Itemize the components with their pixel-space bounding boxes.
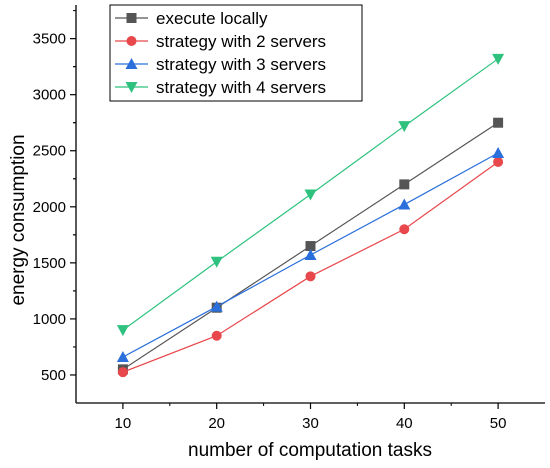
data-point-s2-5	[493, 156, 504, 167]
legend-label-4: strategy with 4 servers	[156, 78, 326, 97]
legend-label-3: strategy with 3 servers	[156, 55, 326, 74]
data-point-s3-5	[492, 146, 505, 158]
data-point-s4-3	[304, 189, 317, 201]
plot-area	[116, 53, 505, 378]
legend-box	[109, 4, 363, 102]
data-point-s1-5	[493, 117, 504, 128]
data-point-s2-3	[305, 271, 316, 282]
data-point-s3-3	[304, 249, 317, 261]
legend-marker-2	[126, 36, 137, 46]
x-tick-label: 30	[302, 415, 319, 432]
y-tick-label: 500	[41, 367, 66, 384]
data-point-s4-1	[116, 325, 129, 337]
y-tick-label: 1500	[33, 255, 66, 272]
legend-marker-3	[125, 58, 138, 69]
legend-marker-4	[125, 82, 138, 93]
x-tick-label: 40	[396, 415, 413, 432]
x-tick-label: 20	[208, 415, 225, 432]
legend: execute locally strategy with 2 servers st…	[109, 4, 363, 102]
data-point-s4-2	[210, 256, 223, 268]
x-tick-label: 10	[115, 415, 132, 432]
data-point-s4-5	[492, 53, 505, 65]
data-point-s1-3	[305, 241, 316, 252]
legend-label-1: execute locally	[156, 9, 268, 28]
y-tick-label: 2500	[33, 143, 66, 160]
data-point-s3-4	[398, 198, 411, 210]
y-tick-label: 1000	[33, 311, 66, 328]
y-axis-label: energy consumption	[8, 134, 29, 305]
data-point-s2-1	[117, 367, 128, 378]
axes: 10 20 30 40 50 500 1000 1500 2000 2500 3000 3500	[33, 5, 545, 432]
data-point-s4-4	[398, 121, 411, 133]
y-tick-label: 2000	[33, 199, 66, 216]
data-point-s3-2	[210, 300, 223, 312]
y-tick-label: 3000	[33, 87, 66, 104]
data-point-s3-1	[116, 351, 129, 363]
legend-label-2: strategy with 2 servers	[156, 32, 326, 51]
data-point-s1-4	[399, 179, 410, 190]
data-point-s2-2	[211, 330, 222, 341]
data-point-s2-4	[399, 224, 410, 235]
legend-marker-1	[126, 13, 137, 23]
x-tick-label: 50	[490, 415, 507, 432]
x-axis-label: number of computation tasks	[188, 440, 432, 461]
y-tick-label: 3500	[33, 31, 66, 48]
